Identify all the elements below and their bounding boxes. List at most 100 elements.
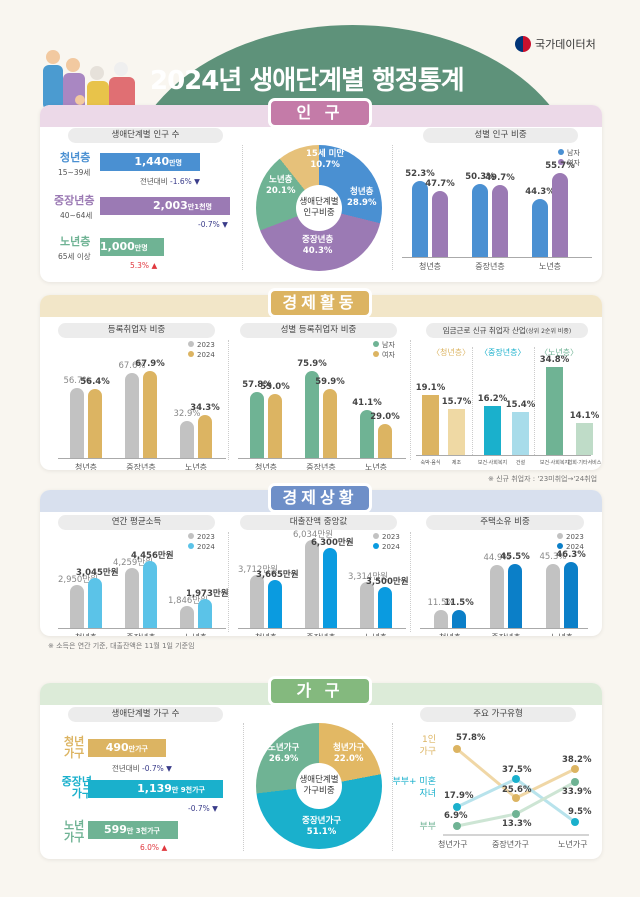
- data-label: 67.9%: [135, 359, 165, 369]
- bar-senior-household: 599만 3천가구: [88, 821, 178, 839]
- age-range: 15~39세: [58, 168, 91, 177]
- legend: 2023 2024: [373, 532, 400, 552]
- data-label: 14.1%: [569, 411, 600, 421]
- legend: 2023 2024: [188, 340, 215, 360]
- chart-title: 주요 가구유형: [420, 707, 576, 722]
- industry-label: 숙박·음식: [420, 460, 441, 466]
- axis-baseline: [58, 458, 226, 459]
- chart-title: 연간 평균소득: [58, 515, 215, 530]
- data-label: 11.5%: [444, 598, 474, 608]
- data-label: 37.5%: [502, 765, 532, 775]
- divider: [392, 723, 393, 851]
- chart-title: 성별 인구 비중: [423, 128, 578, 143]
- data-label: 1,846만원: [168, 596, 208, 606]
- data-label: 41.1%: [352, 398, 382, 408]
- bar: [70, 585, 84, 628]
- legend: 남자 여자: [373, 340, 395, 360]
- donut-center: 생애단계별 가구비중: [296, 763, 342, 809]
- divider: [228, 532, 229, 632]
- data-label: 3,712만원: [238, 565, 278, 575]
- bar: [490, 565, 504, 628]
- bar: [378, 587, 392, 628]
- axis-baseline: [238, 628, 406, 629]
- slice-value: 26.9%: [268, 754, 299, 764]
- x-tick: 노년층: [184, 463, 208, 470]
- change-value: -0.7%: [142, 764, 164, 773]
- bar: [552, 173, 568, 257]
- slice-label: 15세 미만: [306, 149, 345, 159]
- group-label: 중장년층: [54, 194, 95, 207]
- data-label: 55.7%: [545, 161, 575, 171]
- population-panel: 생애단계별 인구 수 청년층 15~39세 1,440만명 전년대비 -1.6%…: [40, 105, 602, 282]
- data-label: 50.3%: [465, 172, 495, 182]
- x-tick: 중장년층: [306, 463, 336, 470]
- age-range: 40~64세: [60, 211, 93, 220]
- economic-activity-panel: 등록취업자 비중 2023 2024 성별 등록취업자 비중 남자 여자 임금근…: [40, 295, 602, 470]
- chart-title: 생애단계별 가구 수: [68, 707, 223, 722]
- chart-title: 임금근로 신규 취업자 산업(상위 2순위 비중): [426, 323, 588, 338]
- group-label: 노년 가구: [64, 819, 85, 844]
- slice-value: 51.1%: [306, 827, 337, 837]
- economic-status-panel: 연간 평균소득 2023 2024 대출잔액 중앙값 2023 2024 주택소…: [40, 490, 602, 636]
- data-label: 44.3%: [525, 187, 555, 197]
- industry-bar: [512, 412, 529, 455]
- group-label: 노년층: [60, 235, 91, 248]
- axis-baseline: [402, 257, 592, 258]
- divider: [410, 532, 411, 632]
- bar: [268, 394, 282, 458]
- slice-label: 노년층: [269, 175, 293, 185]
- series-label: 1인 가구: [419, 735, 436, 757]
- industry-group-label: 〈노년층〉: [540, 348, 579, 357]
- data-label: 49.7%: [485, 173, 515, 183]
- bar: [412, 181, 428, 257]
- change-value: 6.0% ▲: [140, 843, 168, 852]
- data-label: 2,950만원: [58, 575, 98, 585]
- bar: [180, 421, 194, 458]
- divider: [534, 347, 535, 455]
- divider: [242, 145, 243, 270]
- data-label: 15.4%: [505, 400, 536, 410]
- data-label: 45.5%: [500, 552, 530, 562]
- industry-label: 보건·사회복지: [539, 460, 570, 466]
- x-tick: 노년층: [536, 632, 588, 636]
- slice-value: 28.9%: [347, 198, 377, 208]
- age-range: 65세 이상: [58, 252, 91, 261]
- bar: [452, 610, 466, 628]
- bar: [250, 575, 264, 628]
- axis-baseline: [420, 628, 588, 629]
- data-label: 6,300만원: [311, 538, 354, 548]
- slice-value: 10.7%: [310, 160, 340, 170]
- group-label: 중장년 가구: [61, 775, 92, 800]
- axis-baseline: [58, 628, 226, 629]
- change-value: -0.7% ▼: [188, 804, 218, 813]
- data-label: 57.8%: [456, 733, 486, 743]
- bar: [125, 568, 139, 628]
- data-label: 47.7%: [425, 179, 455, 189]
- slice-label: 중장년층: [302, 235, 334, 245]
- change-label: 전년대비: [112, 764, 140, 773]
- divider: [228, 340, 229, 460]
- bar: [88, 578, 102, 628]
- change-label: 전년대비: [140, 177, 168, 186]
- bar-senior: 1,000만명: [100, 238, 164, 256]
- page-title: 2024년 생애단계별 행정통계: [150, 66, 465, 96]
- slice-value: 20.1%: [266, 186, 296, 196]
- data-label: 46.3%: [556, 550, 586, 560]
- bar: [434, 610, 448, 628]
- x-tick: 청년가구: [438, 840, 468, 849]
- bar-middle: 2,003만1천명: [100, 197, 230, 215]
- bar: [564, 562, 578, 628]
- chart-title: 대출잔액 중앙값: [240, 515, 397, 530]
- industry-label: 건설: [515, 460, 526, 466]
- x-tick: 중장년층: [480, 632, 532, 636]
- change-value: -1.6%: [170, 177, 192, 186]
- agency-name: 국가데이터처: [535, 38, 596, 51]
- bar: [143, 561, 157, 628]
- industry-group-label: 〈중장년층〉: [480, 348, 526, 357]
- data-label: 6,034만원: [293, 530, 333, 540]
- data-label: 67.6%: [118, 361, 146, 371]
- data-label: 16.2%: [477, 394, 508, 404]
- chart-title: 성별 등록취업자 비중: [240, 323, 397, 338]
- household-panel: 생애단계별 가구 수 청년 가구 490만가구 전년대비 -0.7% ▼ 중장년…: [40, 683, 602, 859]
- bar: [70, 388, 84, 458]
